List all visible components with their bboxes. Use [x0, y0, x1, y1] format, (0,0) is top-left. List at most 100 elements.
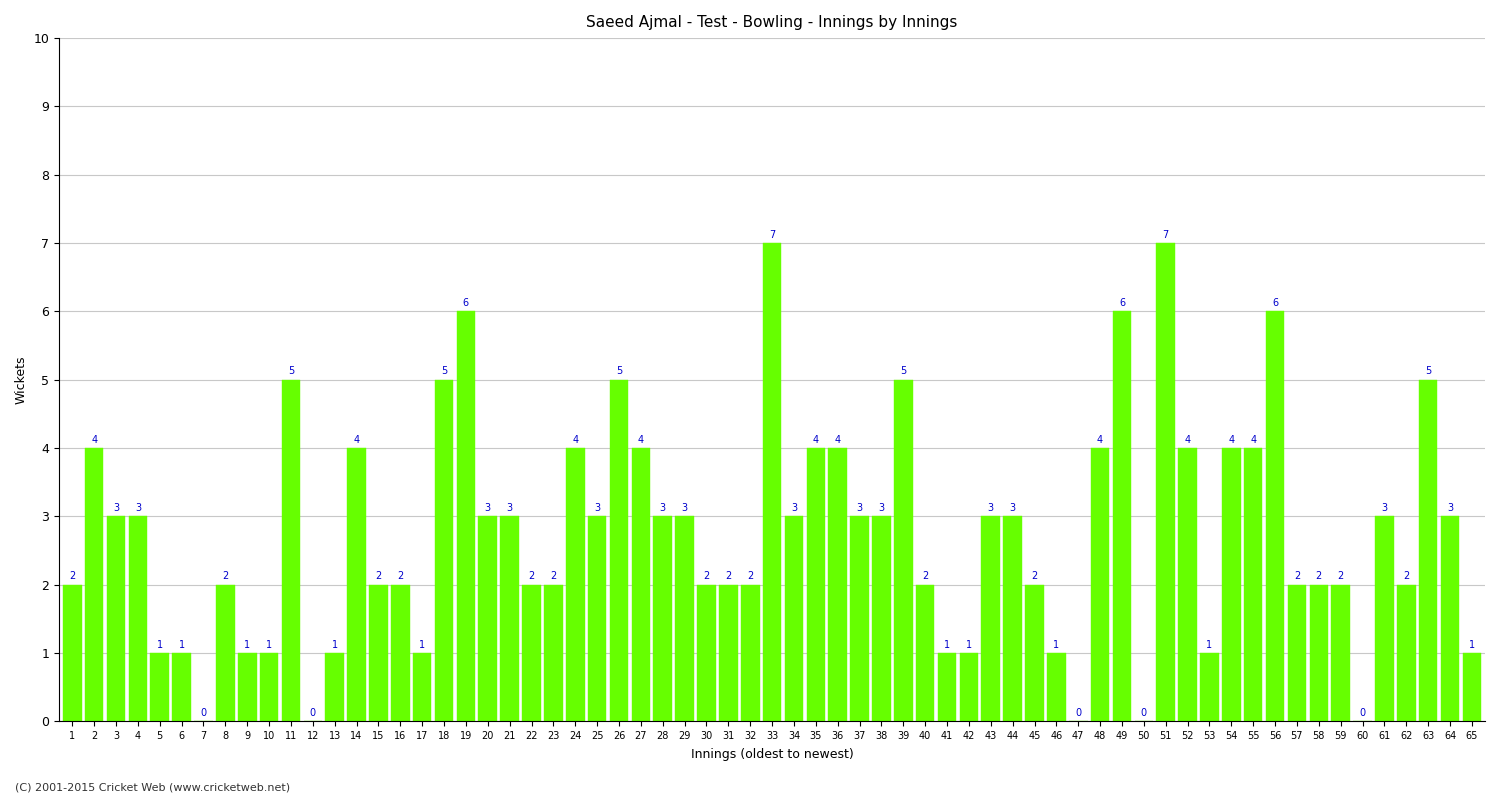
Bar: [106, 516, 126, 722]
Bar: [326, 653, 344, 722]
Bar: [871, 516, 891, 722]
Bar: [392, 585, 410, 722]
Bar: [1244, 448, 1263, 722]
Bar: [1090, 448, 1110, 722]
Bar: [172, 653, 190, 722]
Bar: [894, 380, 912, 722]
Bar: [764, 243, 782, 722]
Text: 3: 3: [1010, 503, 1016, 513]
Bar: [501, 516, 519, 722]
Text: 1: 1: [966, 639, 972, 650]
Bar: [216, 585, 234, 722]
Bar: [1310, 585, 1328, 722]
Text: 2: 2: [1032, 571, 1038, 582]
Text: 5: 5: [288, 366, 294, 376]
Text: 1: 1: [156, 639, 164, 650]
Y-axis label: Wickets: Wickets: [15, 355, 28, 404]
Text: 3: 3: [484, 503, 490, 513]
Text: 1: 1: [332, 639, 338, 650]
Bar: [413, 653, 432, 722]
Bar: [718, 585, 738, 722]
Text: 2: 2: [550, 571, 556, 582]
Text: 3: 3: [507, 503, 513, 513]
Text: 3: 3: [987, 503, 994, 513]
Bar: [1440, 516, 1460, 722]
Text: 2: 2: [398, 571, 404, 582]
Text: 3: 3: [594, 503, 600, 513]
Text: 3: 3: [135, 503, 141, 513]
Text: 0: 0: [1142, 708, 1148, 718]
Text: 4: 4: [1250, 434, 1257, 445]
Text: 3: 3: [1448, 503, 1454, 513]
Bar: [522, 585, 542, 722]
Text: 2: 2: [724, 571, 732, 582]
Bar: [1376, 516, 1394, 722]
Text: 5: 5: [1425, 366, 1431, 376]
Bar: [150, 653, 170, 722]
Text: 2: 2: [922, 571, 928, 582]
Text: 6: 6: [1272, 298, 1278, 308]
Bar: [456, 311, 476, 722]
Bar: [1200, 653, 1218, 722]
Text: 3: 3: [790, 503, 796, 513]
Text: 3: 3: [879, 503, 885, 513]
Bar: [282, 380, 300, 722]
Text: 4: 4: [1185, 434, 1191, 445]
Bar: [1047, 653, 1065, 722]
Bar: [1004, 516, 1022, 722]
Text: 5: 5: [441, 366, 447, 376]
Text: 4: 4: [813, 434, 819, 445]
Text: 4: 4: [354, 434, 360, 445]
Text: 2: 2: [1316, 571, 1322, 582]
Text: 1: 1: [1206, 639, 1212, 650]
Text: 1: 1: [419, 639, 424, 650]
Bar: [260, 653, 279, 722]
Text: 2: 2: [747, 571, 753, 582]
Bar: [741, 585, 759, 722]
Text: 2: 2: [1338, 571, 1344, 582]
Bar: [632, 448, 650, 722]
Text: 0: 0: [201, 708, 207, 718]
Bar: [238, 653, 256, 722]
Text: 3: 3: [112, 503, 118, 513]
Text: 2: 2: [375, 571, 381, 582]
Text: 6: 6: [464, 298, 470, 308]
Bar: [1396, 585, 1416, 722]
Bar: [1419, 380, 1437, 722]
Bar: [566, 448, 585, 722]
Bar: [588, 516, 606, 722]
Text: 4: 4: [92, 434, 98, 445]
Text: 5: 5: [616, 366, 622, 376]
Bar: [675, 516, 694, 722]
Bar: [1266, 311, 1284, 722]
Bar: [86, 448, 104, 722]
Text: 4: 4: [1096, 434, 1102, 445]
X-axis label: Innings (oldest to newest): Innings (oldest to newest): [690, 748, 853, 761]
Bar: [1287, 585, 1306, 722]
Title: Saeed Ajmal - Test - Bowling - Innings by Innings: Saeed Ajmal - Test - Bowling - Innings b…: [586, 15, 958, 30]
Bar: [981, 516, 1000, 722]
Bar: [960, 653, 978, 722]
Bar: [1462, 653, 1480, 722]
Text: 1: 1: [1053, 639, 1059, 650]
Bar: [1024, 585, 1044, 722]
Bar: [938, 653, 957, 722]
Text: 1: 1: [266, 639, 272, 650]
Text: 2: 2: [528, 571, 534, 582]
Text: 7: 7: [770, 230, 776, 240]
Text: 1: 1: [244, 639, 250, 650]
Bar: [807, 448, 825, 722]
Bar: [654, 516, 672, 722]
Bar: [544, 585, 562, 722]
Bar: [1332, 585, 1350, 722]
Text: 2: 2: [704, 571, 710, 582]
Bar: [828, 448, 848, 722]
Text: 1: 1: [944, 639, 950, 650]
Text: 3: 3: [660, 503, 666, 513]
Text: 1: 1: [1468, 639, 1474, 650]
Text: 5: 5: [900, 366, 906, 376]
Text: 6: 6: [1119, 298, 1125, 308]
Bar: [348, 448, 366, 722]
Text: (C) 2001-2015 Cricket Web (www.cricketweb.net): (C) 2001-2015 Cricket Web (www.cricketwe…: [15, 782, 290, 792]
Bar: [784, 516, 802, 722]
